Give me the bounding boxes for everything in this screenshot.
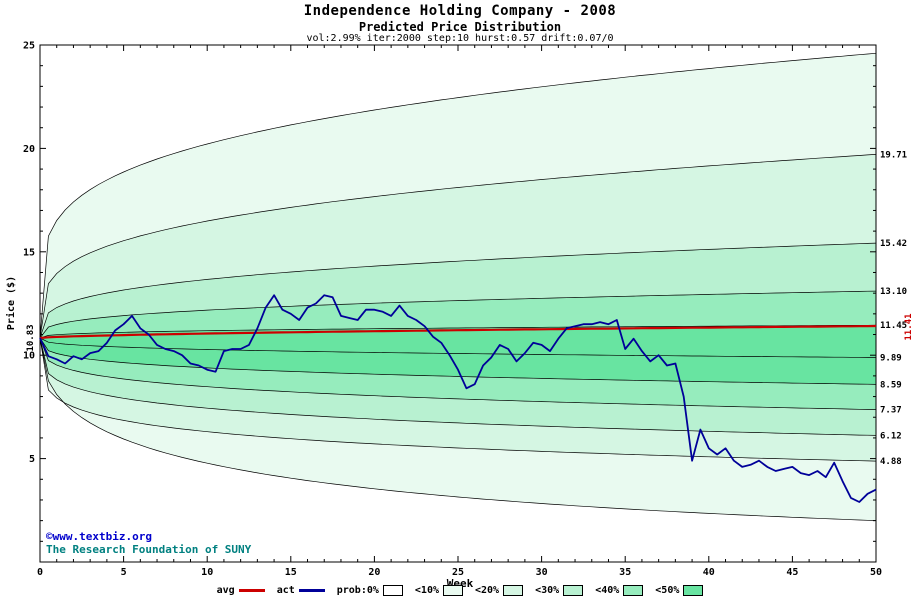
legend-band50-label: <50% — [655, 585, 680, 596]
probability-band-region — [40, 338, 876, 385]
legend-item-band10: <10% — [415, 585, 463, 596]
x-tick-label: 35 — [619, 567, 631, 578]
band-value-label: 15.42 — [880, 239, 907, 249]
probability-band-region — [40, 154, 876, 338]
legend-band30-swatch — [563, 585, 584, 596]
legend-item-band20: <20% — [475, 585, 524, 596]
watermark-link[interactable]: ©www.textbiz.org — [46, 530, 152, 543]
legend-avg-label: avg — [216, 585, 235, 596]
legend-item-prob0: prob:0% — [337, 585, 403, 596]
legend-item-avg: avg — [217, 585, 265, 596]
simulation-params: vol:2.99% iter:2000 step:10 hurst:0.57 d… — [306, 33, 614, 44]
y-axis-label: Price ($) — [6, 275, 17, 331]
legend-band40-label: <40% — [595, 585, 620, 596]
watermark-org: The Research Foundation of SUNY — [46, 543, 252, 556]
x-tick-label: 40 — [703, 567, 715, 578]
x-tick-label: 5 — [121, 567, 127, 578]
band-boundary-line — [39, 242, 877, 339]
x-tick-label: 10 — [201, 567, 213, 578]
y-tick-label: 25 — [23, 41, 35, 52]
band-boundary-line — [39, 337, 877, 358]
legend-band10-swatch — [443, 585, 463, 596]
legend-prob0-swatch — [382, 585, 403, 596]
y-tick-label: 10 — [23, 351, 35, 362]
legend-act-label: act — [276, 585, 295, 596]
x-tick-label: 15 — [285, 567, 297, 578]
legend: avg act prob:0% <10% <20% <30% <40% <50 — [0, 585, 920, 596]
band-value-label: 11.45 — [880, 321, 907, 331]
band-value-label: 19.71 — [880, 150, 907, 160]
probability-band-region — [40, 53, 876, 339]
band-boundary-line — [39, 337, 877, 410]
y-tick-label: 15 — [23, 247, 35, 258]
legend-item-band30: <30% — [535, 585, 584, 596]
end-avg-annotation: 11.41 — [904, 313, 914, 341]
legend-prob-label: prob:0% — [336, 585, 379, 596]
x-tick-label: 20 — [368, 567, 380, 578]
legend-band50-swatch — [683, 585, 704, 596]
x-tick-label: 45 — [786, 567, 798, 578]
band-boundary-line — [39, 337, 877, 436]
x-tick-label: 50 — [870, 567, 882, 578]
band-value-label: 8.59 — [880, 380, 902, 390]
start-price-annotation: 10.83 — [26, 324, 36, 352]
y-tick-label: 20 — [23, 144, 35, 155]
legend-avg-line-swatch — [238, 589, 265, 592]
chart-title: Independence Holding Company - 2008 — [303, 3, 617, 19]
band-value-label: 6.12 — [880, 431, 902, 441]
probability-band-region — [40, 338, 876, 410]
legend-band30-label: <30% — [535, 585, 560, 596]
probability-band-region — [40, 243, 876, 338]
x-tick-label: 0 — [37, 567, 43, 578]
legend-act-line-swatch — [298, 589, 325, 592]
band-boundary-line — [39, 337, 877, 462]
legend-item-act: act — [277, 585, 325, 596]
band-boundary-line — [39, 337, 877, 385]
avg-price-line — [39, 324, 877, 340]
band-value-label: 7.37 — [880, 406, 902, 416]
x-tick-label: 30 — [536, 567, 548, 578]
band-value-label: 4.88 — [880, 457, 902, 467]
y-tick-label: 5 — [29, 454, 35, 465]
probability-band-region — [40, 338, 876, 521]
band-boundary-line — [39, 52, 877, 339]
legend-item-band40: <40% — [595, 585, 644, 596]
legend-item-band50: <50% — [655, 585, 704, 596]
actual-price-line — [39, 294, 877, 503]
band-value-label: 9.89 — [880, 353, 902, 363]
chart-subtitle: Predicted Price Distribution — [358, 20, 562, 34]
band-boundary-line — [39, 290, 877, 339]
legend-band10-label: <10% — [414, 585, 439, 596]
band-boundary-line — [39, 324, 877, 339]
x-tick-label: 25 — [452, 567, 464, 578]
probability-band-region — [40, 338, 876, 436]
legend-band20-label: <20% — [475, 585, 500, 596]
legend-band40-swatch — [623, 585, 644, 596]
band-value-label: 13.10 — [880, 287, 907, 297]
legend-band20-swatch — [503, 585, 524, 596]
band-boundary-line — [39, 154, 877, 339]
band-boundary-line — [39, 337, 877, 521]
